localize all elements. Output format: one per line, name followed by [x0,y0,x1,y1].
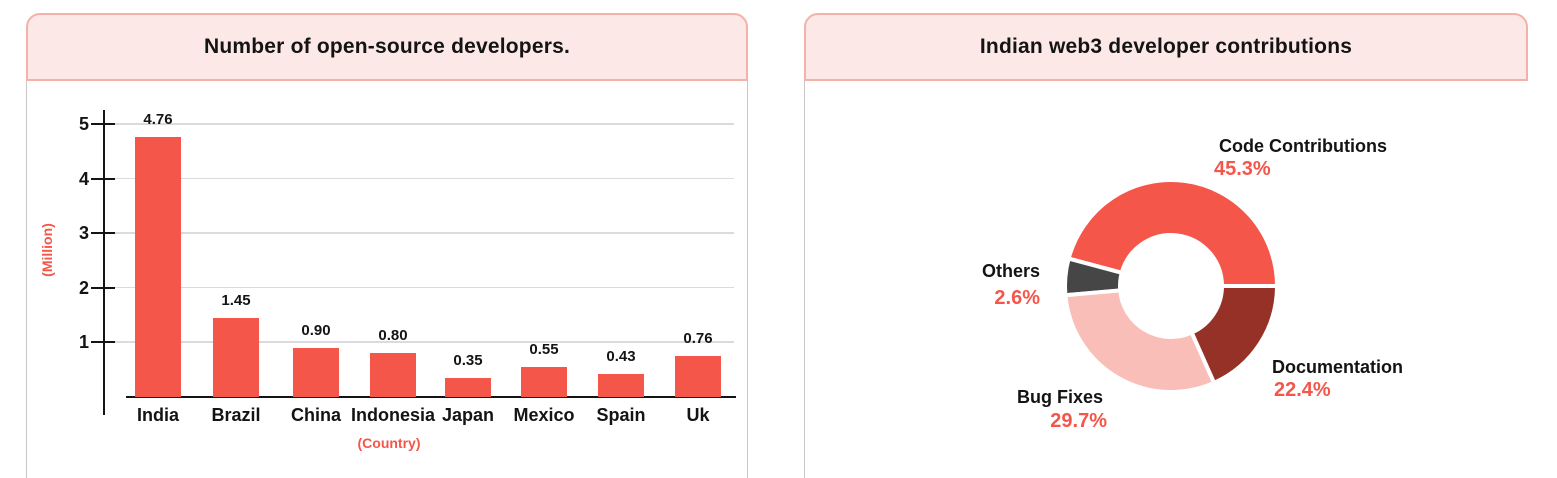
slice-label-others: Others [981,261,1040,281]
y-axis-tick-label: 2 [78,277,89,298]
donut-chart-header: Indian web3 developer contributions [804,13,1528,81]
bar-chart-header: Number of open-source developers. [26,13,748,81]
bar [445,378,491,397]
slice-label-documentation: Documentation [1272,357,1404,377]
bar-value-label: 0.35 [453,352,483,369]
bar-chart-title: Number of open-source developers. [203,35,570,58]
slice-pct-documentation: 22.4% [1274,379,1331,401]
x-axis-unit-label: (Country) [357,435,421,451]
bar [213,318,259,397]
y-axis-tick-label: 3 [78,223,89,244]
bar [370,353,416,397]
y-axis-line [103,110,105,415]
bar-chart-card: Number of open-source developers. (Milli… [26,13,748,478]
gridline [103,177,734,180]
donut-slice-documentation [1189,284,1280,386]
bar-category-label: Spain [596,405,646,425]
donut-chart-body: Code Contributions 45.3% Others 2.6% Bug… [804,81,1528,478]
bar-value-label: 0.90 [301,322,331,339]
bar-value-label: 0.55 [529,341,559,358]
bar-value-label: 4.76 [143,111,173,128]
gridline [103,286,734,289]
y-axis-tick-label: 4 [78,168,89,189]
slice-label-code-contributions: Code Contributions [1219,136,1387,156]
x-axis-line [126,396,736,398]
bar-category-label: Uk [686,405,710,425]
gridline [103,232,734,234]
bar-value-label: 0.76 [683,330,713,347]
bar-value-label: 1.45 [221,292,251,309]
y-axis-tick-label: 1 [78,332,89,353]
gridline [103,341,734,343]
bar-plot: (Million) (Country) 1 2 3 4 5 4.76 India 1.45 Br… [27,81,747,478]
bar [293,348,339,397]
slice-pct-bug-fixes: 29.7% [1050,410,1107,432]
bar-category-label: Mexico [513,405,575,425]
donut-slice-bug-fixes [1063,288,1217,394]
slice-label-bug-fixes: Bug Fixes [1016,387,1103,407]
y-axis-tick-label: 5 [78,114,89,134]
bar-category-label: Brazil [211,405,261,425]
donut-chart [1063,178,1280,394]
bar-category-label: India [136,405,179,425]
bar-chart-body: (Million) (Country) 1 2 3 4 5 4.76 India 1.45 Br… [26,81,748,478]
bar [135,137,181,397]
gridline [103,123,734,125]
bar-value-label: 0.80 [378,327,408,344]
donut-chart-title: Indian web3 developer contributions [979,35,1353,58]
bar [598,374,644,397]
bar-category-label: Japan [441,405,495,425]
bar [521,367,567,397]
slice-pct-others: 2.6% [994,287,1040,309]
bar-category-label: China [290,405,341,425]
slice-pct-code-contributions: 45.3% [1214,158,1271,180]
donut-slice-code-contributions [1066,178,1280,288]
bar-category-label: Indonesia [350,405,435,425]
bar-value-label: 0.43 [606,348,636,365]
donut-chart-card: Indian web3 developer contributions Code… [804,13,1528,478]
bar [675,356,721,397]
